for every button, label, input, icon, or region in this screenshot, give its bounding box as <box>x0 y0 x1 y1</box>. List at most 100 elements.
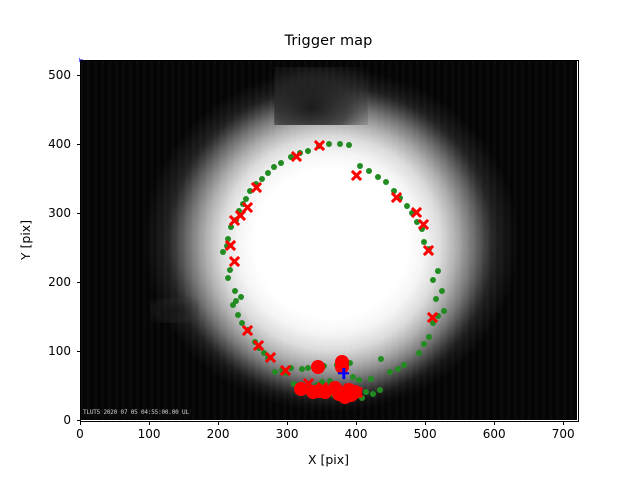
green-dot-marker <box>394 365 401 372</box>
green-dot-marker <box>366 168 373 175</box>
green-dot-marker <box>272 368 279 375</box>
green-dot-marker <box>386 368 393 375</box>
red-cross-marker <box>426 311 439 324</box>
green-dot-marker <box>277 159 284 166</box>
x-tick-mark <box>494 421 496 425</box>
green-dot-marker <box>438 288 445 295</box>
red-cross-marker <box>290 150 303 163</box>
red-cross-marker <box>350 169 363 182</box>
x-tick-label: 600 <box>482 427 506 441</box>
y-axis-label: Y [pix] <box>18 219 33 261</box>
green-dot-marker <box>426 334 433 341</box>
green-dot-marker <box>420 340 427 347</box>
green-dot-marker <box>242 195 249 202</box>
green-dot-marker <box>421 238 428 245</box>
green-dot-marker <box>369 390 376 397</box>
x-tick-label: 700 <box>551 427 575 441</box>
x-tick-label: 200 <box>206 427 230 441</box>
green-dot-marker <box>435 268 442 275</box>
red-cross-marker <box>241 324 254 337</box>
x-tick-label: 0 <box>76 427 84 441</box>
x-tick-mark <box>218 421 220 425</box>
red-blob-marker <box>328 381 343 396</box>
green-dot-marker <box>375 173 382 180</box>
x-tick-label: 300 <box>275 427 299 441</box>
red-cross-marker <box>422 244 435 257</box>
green-dot-marker <box>235 311 242 318</box>
red-blob-marker <box>335 354 350 369</box>
green-dot-marker <box>377 356 384 363</box>
plot-area[interactable]: TLUT5 2020 07 05 04:55:00.00 UL <box>80 60 577 420</box>
green-dot-marker <box>382 178 389 185</box>
corner-blue-marker: ⊢ <box>79 56 84 64</box>
x-tick-mark <box>563 421 565 425</box>
x-tick-label: 500 <box>413 427 437 441</box>
green-dot-marker <box>219 249 226 256</box>
red-cross-marker <box>250 181 263 194</box>
green-dot-marker <box>356 163 363 170</box>
green-dot-marker <box>404 202 411 209</box>
marker-layer <box>80 60 577 420</box>
y-tick-label: 0 <box>63 413 71 427</box>
red-blob-marker <box>311 360 326 375</box>
green-dot-marker <box>237 294 244 300</box>
green-dot-marker <box>350 374 357 381</box>
x-tick-label: 100 <box>137 427 161 441</box>
red-cross-marker <box>417 218 430 231</box>
x-tick-mark <box>287 421 289 425</box>
green-dot-marker <box>299 365 306 372</box>
y-tick-label: 200 <box>48 274 71 289</box>
red-cross-marker <box>228 255 241 268</box>
green-dot-marker <box>227 267 234 274</box>
green-dot-marker <box>440 307 447 314</box>
green-dot-marker <box>326 141 333 148</box>
page-title: Trigger map <box>284 33 373 49</box>
y-tick-mark <box>76 281 80 283</box>
y-tick-mark <box>76 74 80 76</box>
red-cross-marker <box>313 139 326 152</box>
green-dot-marker <box>305 365 312 372</box>
red-cross-marker <box>264 351 277 364</box>
x-tick-mark <box>356 421 358 425</box>
green-dot-marker <box>231 288 238 295</box>
red-cross-marker <box>224 239 237 252</box>
y-tick-label: 400 <box>48 136 71 151</box>
red-blob-marker <box>293 381 308 396</box>
red-blob-marker <box>341 382 356 397</box>
red-cross-marker <box>410 206 423 219</box>
green-dot-marker <box>305 147 312 154</box>
green-dot-marker <box>367 375 374 382</box>
blue-plus-marker <box>338 368 349 379</box>
green-dot-marker <box>430 276 437 283</box>
green-dot-marker <box>238 319 245 326</box>
x-tick-mark <box>80 421 81 425</box>
x-axis-label: X [pix] <box>307 452 350 467</box>
red-cross-marker <box>252 339 265 352</box>
red-cross-marker <box>390 191 403 204</box>
y-tick-label: 300 <box>48 205 71 220</box>
green-dot-marker <box>258 175 265 182</box>
green-dot-marker <box>229 302 236 309</box>
green-dot-marker <box>376 386 383 393</box>
green-dot-marker <box>233 298 239 305</box>
y-tick-mark <box>76 420 80 421</box>
y-tick-label: 100 <box>48 343 71 358</box>
green-dot-marker <box>225 275 232 282</box>
green-dot-marker <box>270 164 277 171</box>
green-dot-marker <box>362 389 369 396</box>
image-dark-smudge-secondary <box>149 297 200 323</box>
green-dot-marker <box>433 296 440 303</box>
green-dot-marker <box>355 376 362 383</box>
y-tick-mark <box>76 212 80 214</box>
green-dot-marker <box>290 381 297 388</box>
green-dot-marker <box>415 349 422 356</box>
red-cross-marker <box>241 201 254 214</box>
red-cross-marker <box>279 364 292 377</box>
y-tick-label: 500 <box>48 67 71 82</box>
y-tick-mark <box>76 350 80 352</box>
green-dot-marker <box>264 169 271 176</box>
image-dark-smudge <box>273 67 369 125</box>
x-tick-label: 400 <box>344 427 368 441</box>
y-tick-mark <box>76 143 80 145</box>
